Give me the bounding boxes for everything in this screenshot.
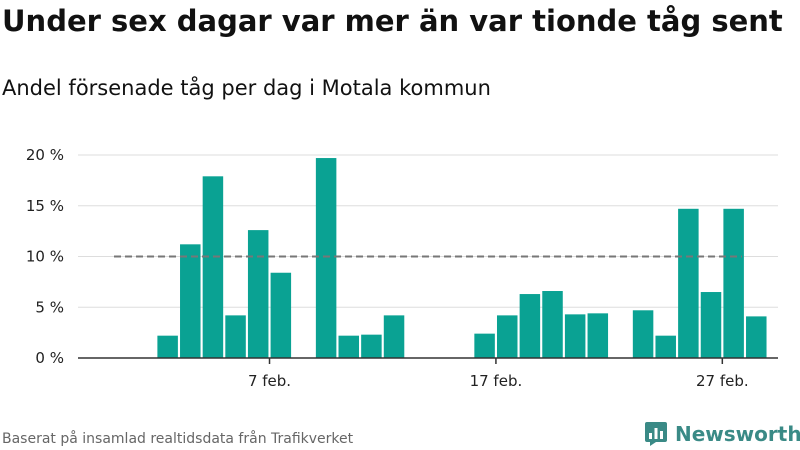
bar bbox=[655, 335, 676, 358]
bar bbox=[723, 208, 744, 358]
bar bbox=[746, 316, 767, 358]
x-tick-label: 17 feb. bbox=[470, 372, 523, 390]
chart-subtitle: Andel försenade tåg per dag i Motala kom… bbox=[2, 76, 491, 100]
bar bbox=[202, 176, 224, 358]
y-tick-label: 15 % bbox=[26, 197, 64, 215]
bar bbox=[383, 315, 405, 358]
bar bbox=[474, 333, 495, 358]
brand-name: Newsworthy bbox=[675, 422, 800, 446]
bar bbox=[519, 294, 541, 358]
bar bbox=[338, 335, 360, 358]
bar bbox=[270, 272, 292, 358]
bar bbox=[315, 158, 337, 358]
bar bbox=[361, 334, 382, 358]
y-tick-label: 5 % bbox=[35, 298, 64, 316]
bar bbox=[678, 208, 699, 358]
newsworthy-logo-icon bbox=[645, 422, 667, 446]
x-tick-label: 27 feb. bbox=[696, 372, 749, 390]
bar bbox=[587, 313, 609, 358]
bar bbox=[700, 292, 722, 358]
y-tick-label: 20 % bbox=[26, 146, 64, 164]
y-tick-label: 10 % bbox=[26, 248, 64, 266]
bar bbox=[496, 315, 518, 358]
y-tick-label: 0 % bbox=[35, 349, 64, 367]
bar bbox=[564, 314, 586, 358]
brand-logo: Newsworthy bbox=[644, 420, 800, 448]
bar bbox=[180, 244, 201, 358]
bar bbox=[225, 315, 246, 358]
bar bbox=[247, 230, 269, 358]
x-tick-label: 7 feb. bbox=[248, 372, 291, 390]
bar bbox=[157, 335, 178, 358]
bar bbox=[632, 310, 654, 358]
bar bbox=[542, 291, 563, 358]
source-note: Baserat på insamlad realtidsdata från Tr… bbox=[2, 431, 354, 447]
chart-title: Under sex dagar var mer än var tionde tå… bbox=[2, 4, 783, 38]
